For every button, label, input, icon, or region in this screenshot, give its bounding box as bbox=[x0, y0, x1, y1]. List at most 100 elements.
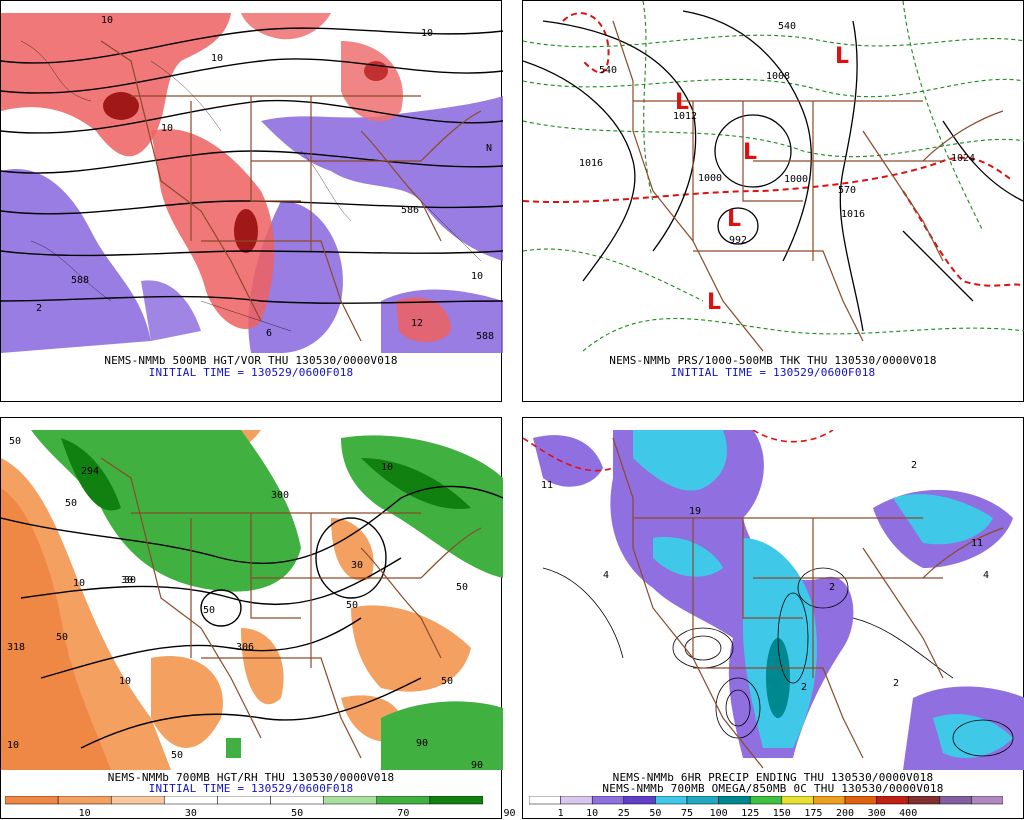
contour-label: N bbox=[486, 143, 492, 154]
colorbar-segment bbox=[813, 796, 846, 805]
contour-label: 50 bbox=[203, 605, 215, 616]
panel-caption-secondary: NEMS-NMMb 700MB OMEGA/850MB 0C THU 13053… bbox=[602, 782, 944, 795]
contour-label: 588 bbox=[476, 331, 494, 342]
colorbar-segment bbox=[686, 796, 719, 805]
contour-label: 10 bbox=[7, 740, 19, 751]
rh-colorbar: 10 30 50 70 90 bbox=[5, 796, 516, 820]
contour-label: 10 bbox=[119, 676, 131, 687]
contour-label: 588 bbox=[71, 275, 89, 286]
contour-label: 10 bbox=[471, 271, 483, 282]
contour-label: 306 bbox=[236, 642, 254, 653]
contour-label: 300 bbox=[271, 490, 289, 501]
contour-label: 50 bbox=[456, 582, 468, 593]
colorbar-tick-label: 30 bbox=[184, 808, 197, 819]
colorbar-segment bbox=[718, 796, 751, 805]
contour-label: 1008 bbox=[766, 71, 790, 82]
contour-label: 2 bbox=[893, 678, 899, 689]
colorbar-tick-label: 100 bbox=[709, 808, 728, 819]
contour-label: 6 bbox=[266, 328, 272, 339]
contour-label: 2 bbox=[801, 682, 807, 693]
precip-colorbar: 1 10 25 50 75 100 125 150 175 200 300 400 bbox=[529, 796, 1003, 820]
low-pressure-marker: L bbox=[707, 290, 721, 315]
contour-label: 540 bbox=[599, 65, 617, 76]
colorbar-tick-label: 200 bbox=[835, 808, 855, 819]
low-pressure-marker: L bbox=[675, 90, 689, 115]
colorbar-tick-label: 1 bbox=[557, 808, 564, 819]
contour-label: 90 bbox=[471, 760, 483, 771]
contour-label: 11 bbox=[541, 480, 553, 491]
panel-500mb-hgt-vor: 10 588 586 10 N 2 6 10 588 10 12 10 NEMS… bbox=[0, 0, 503, 402]
contour-label: 10 bbox=[101, 15, 113, 26]
colorbar-tick-label: 10 bbox=[586, 808, 599, 819]
contour-label: 1012 bbox=[673, 111, 697, 122]
contour-label: 10 bbox=[381, 462, 393, 473]
contour-label: 30 bbox=[124, 575, 136, 586]
contour-label: 1016 bbox=[579, 158, 603, 169]
initial-time: INITIAL TIME = 130529/0600F018 bbox=[670, 366, 876, 379]
contour-label: 10 bbox=[73, 578, 85, 589]
colorbar-tick-label: 125 bbox=[741, 808, 760, 819]
panel-caption: NEMS-NMMb 500MB HGT/VOR THU 130530/0000V… bbox=[104, 354, 398, 367]
contour-label: 586 bbox=[401, 205, 419, 216]
colorbar-segment bbox=[623, 796, 656, 805]
contour-label: 1000 bbox=[698, 173, 722, 184]
contour-label: 11 bbox=[971, 538, 983, 549]
contour-label: 30 bbox=[351, 560, 363, 571]
colorbar-segment bbox=[844, 796, 877, 805]
contour-label: 50 bbox=[346, 600, 358, 611]
contour-label: 540 bbox=[778, 21, 796, 32]
low-pressure-marker: L bbox=[743, 140, 757, 165]
contour-label: 50 bbox=[171, 750, 183, 761]
contour-label: 992 bbox=[729, 235, 747, 246]
colorbar-segment bbox=[749, 796, 783, 805]
contour-label: 4 bbox=[983, 570, 989, 581]
contour-label: 294 bbox=[81, 466, 99, 477]
map-pressure-thickness: 540 1008 1012 1016 1000 992 1024 1016 57… bbox=[523, 1, 1024, 352]
contour-label: 318 bbox=[7, 642, 25, 653]
contour-label: 10 bbox=[161, 123, 173, 134]
low-pressure-marker: L bbox=[727, 207, 741, 232]
colorbar-tick-label: 50 bbox=[291, 808, 304, 819]
initial-time: INITIAL TIME = 130529/0600F018 bbox=[148, 366, 354, 379]
colorbar-segment bbox=[907, 796, 941, 805]
contour-label: 19 bbox=[689, 506, 701, 517]
contour-label: 30 bbox=[121, 575, 133, 586]
colorbar-segment bbox=[57, 796, 112, 805]
colorbar-tick-label: 10 bbox=[78, 808, 91, 819]
colorbar-segment bbox=[323, 796, 378, 805]
contour-label: 12 bbox=[411, 318, 423, 329]
colorbar-segment bbox=[110, 796, 165, 805]
colorbar-segment bbox=[876, 796, 909, 805]
contour-label: 4 bbox=[603, 570, 609, 581]
panel-caption: NEMS-NMMb 700MB HGT/RH THU 130530/0000V0… bbox=[107, 771, 395, 784]
contour-label: 90 bbox=[416, 738, 428, 749]
colorbar-tick-label: 400 bbox=[899, 808, 918, 819]
colorbar-tick-label: 175 bbox=[804, 808, 823, 819]
colorbar-tick-label: 70 bbox=[397, 808, 410, 819]
map-500mb-vorticity: 10 588 586 10 N 2 6 10 588 10 12 10 bbox=[1, 13, 503, 353]
colorbar-segment bbox=[376, 796, 431, 805]
colorbar-segment bbox=[591, 796, 625, 805]
colorbar-tick-label: 150 bbox=[772, 808, 791, 819]
contour-label: 1024 bbox=[951, 153, 975, 164]
contour-label: 50 bbox=[441, 676, 453, 687]
map-700mb-relative-humidity: 50 294 50 10 300 30 50 50 50 306 318 30 … bbox=[1, 430, 503, 771]
panel-caption: NEMS-NMMb PRS/1000-500MB THK THU 130530/… bbox=[609, 354, 937, 367]
colorbar-segment bbox=[971, 796, 1003, 805]
contour-label: 50 bbox=[56, 632, 68, 643]
contour-label: 2 bbox=[911, 460, 917, 471]
colorbar-tick-label: 25 bbox=[617, 808, 630, 819]
panel-pressure-thickness: 540 1008 1012 1016 1000 992 1024 1016 57… bbox=[522, 0, 1024, 402]
contour-label: 2 bbox=[36, 303, 42, 314]
panel-caption: NEMS-NMMb 6HR PRECIP ENDING THU 130530/0… bbox=[612, 771, 934, 784]
colorbar-segment bbox=[429, 796, 483, 805]
low-pressure-marker: L bbox=[835, 44, 849, 69]
colorbar-segment bbox=[939, 796, 972, 805]
colorbar-segment bbox=[529, 796, 561, 805]
panel-precip-omega: 11 4 2 2 4 2 11 19 2 NEMS-NMMb 6HR PRECI… bbox=[522, 417, 1024, 819]
colorbar-tick-label: 75 bbox=[680, 808, 694, 819]
colorbar-segment bbox=[270, 796, 324, 805]
colorbar-segment bbox=[655, 796, 688, 805]
contour-label: 50 bbox=[9, 436, 21, 447]
contour-label: 1016 bbox=[841, 209, 865, 220]
